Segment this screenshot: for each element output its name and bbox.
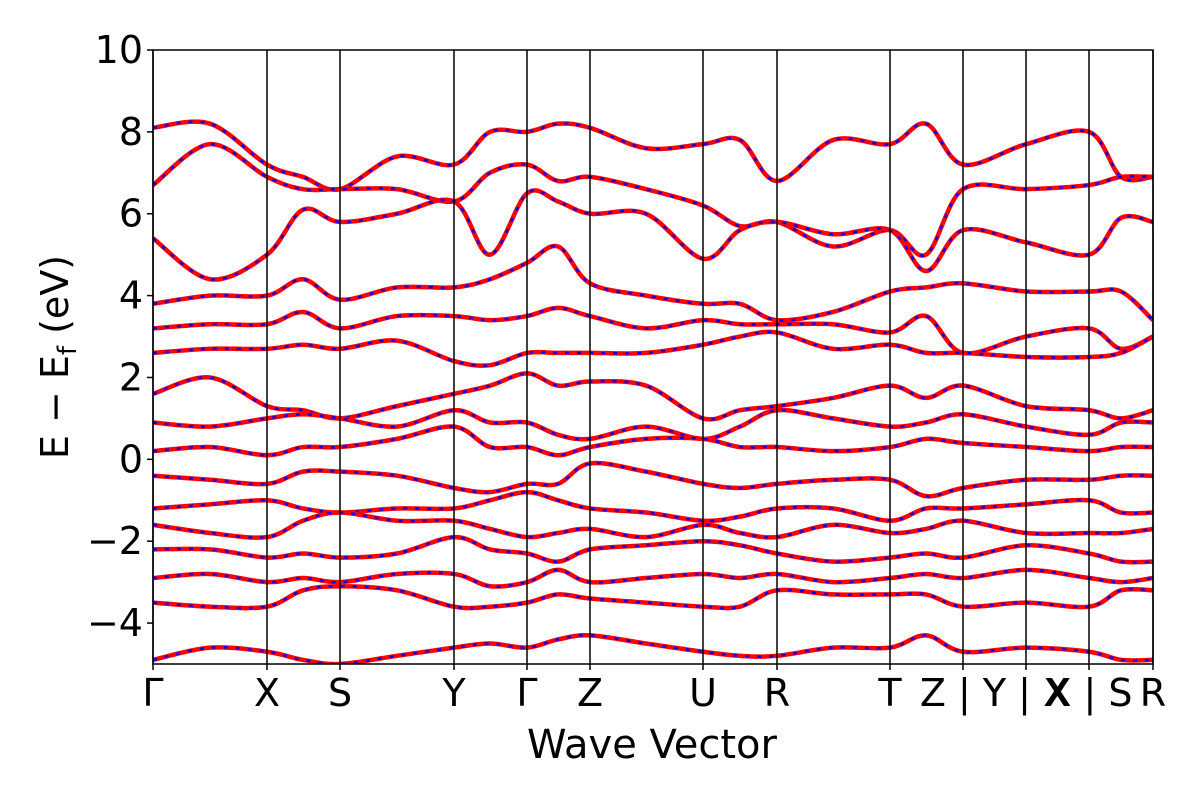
x-tick-label: Z | Y [920,671,1007,716]
band-dash [153,535,1153,564]
y-label-main: E − E [33,355,77,459]
x-tick-label: X | S [1045,671,1132,716]
y-tick-label: 0 [119,437,143,481]
band-dash [153,461,1153,498]
band-dash [153,425,1153,457]
x-tick-label: Z [577,671,603,715]
y-label-sub: f [53,345,83,355]
band-line [153,424,1153,458]
x-tick-label: X [254,671,280,715]
band-line [153,534,1153,565]
band-dash [153,568,1153,588]
band-line [153,510,1153,540]
band-dash [153,306,1153,355]
x-tick-label: U [689,671,717,715]
y-tick-label: 2 [119,355,143,399]
x-tick-label: S [328,671,352,715]
x-tick-label: R [1140,671,1166,715]
x-tick-label: Γ [142,671,163,715]
y-tick-label: 10 [95,28,143,72]
band-dash [153,244,1153,322]
y-tick-label: 8 [119,110,143,154]
band-dash [153,584,1153,610]
x-tick-label: R [764,671,790,715]
band-dash [153,633,1153,664]
x-tick-label: T [877,671,902,715]
x-tick-label: Γ [516,671,537,715]
x-tick-label: Y | X [982,671,1069,716]
x-axis-label: Wave Vector [527,722,778,768]
band-dash [153,408,1153,441]
band-line [153,243,1153,323]
band-line [153,329,1153,368]
band-line [153,119,1153,193]
bands [153,119,1153,664]
band-line [153,407,1153,442]
y-label-unit: (eV) [33,255,77,346]
band-line [153,460,1153,499]
y-tick-label: 6 [119,192,143,236]
y-tick-label: −2 [87,519,143,563]
band-dash [153,189,1153,281]
band-line [153,141,1153,258]
band-line [153,489,1153,524]
plot-frame [152,49,1154,665]
band-dash [153,142,1153,257]
x-tick-label: Y [441,671,466,715]
y-tick-label: −4 [87,601,143,645]
band-line [153,567,1153,589]
band-dash [153,120,1153,192]
y-tick-label: 4 [119,274,143,318]
band-dash [153,330,1153,367]
band-line [153,188,1153,282]
y-axis-label: E − Ef (eV) [33,255,83,459]
band-dash [153,511,1153,539]
